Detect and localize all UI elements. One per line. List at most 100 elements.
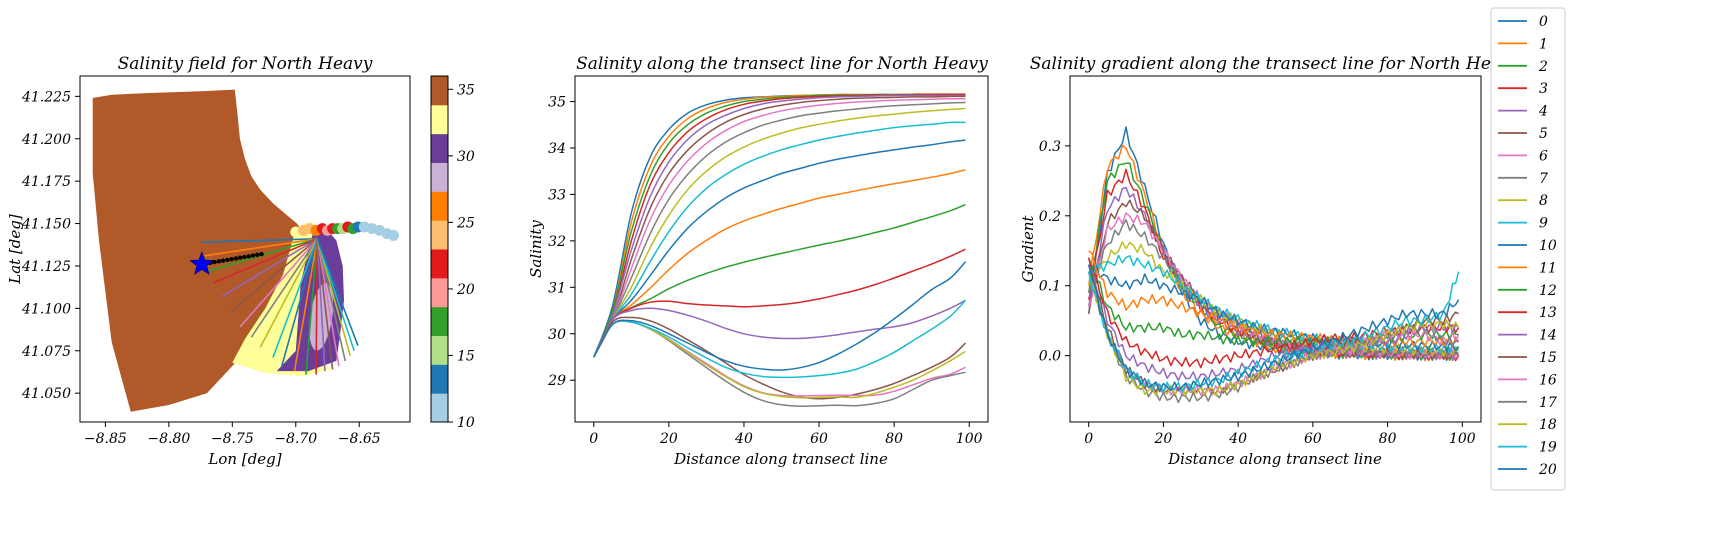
transect-line-11	[293, 238, 319, 372]
x-tick-label: 40	[1228, 431, 1247, 447]
panel2-title: Salinity along the transect line for Nor…	[576, 54, 988, 74]
y-tick-label: 41.050	[21, 386, 71, 402]
sample-point	[237, 255, 243, 260]
x-tick-label: −8.70	[274, 431, 317, 447]
y-tick-label: 0.2	[1039, 209, 1061, 225]
legend-label-7: 7	[1539, 171, 1548, 187]
legend-label-3: 3	[1539, 81, 1548, 97]
transect-line-5	[230, 238, 318, 313]
legend-label-9: 9	[1539, 216, 1548, 232]
y-tick-label: 33	[548, 187, 566, 203]
x-tick-label: 20	[659, 431, 678, 447]
colorbar-cell	[431, 393, 448, 423]
panel2-y-label: Salinity	[527, 220, 545, 278]
legend-label-10: 10	[1539, 238, 1557, 254]
colorbar-cell	[431, 104, 448, 135]
x-tick-label: 0	[589, 431, 598, 447]
transect-line-18	[316, 238, 352, 357]
series-line-12	[593, 203, 966, 358]
x-tick-label: 20	[1153, 431, 1172, 447]
y-tick-label: 41.150	[21, 217, 71, 233]
legend-label-16: 16	[1539, 372, 1557, 388]
y-tick-label: 41.225	[21, 89, 71, 105]
series-line-8	[593, 107, 966, 358]
transect-line-1	[204, 238, 318, 257]
colorbar-cell	[431, 191, 448, 221]
panel-salinity-field: Salinity field for North Heavy −8.85 −8.8…	[6, 54, 411, 468]
y-tick-label: 30	[548, 327, 566, 343]
series-line-7	[593, 101, 966, 358]
transect-line-9	[272, 238, 319, 358]
series-line-19	[593, 299, 967, 379]
y-tick-label: 0.1	[1039, 279, 1061, 295]
colorbar-tick-label: 15	[457, 348, 475, 364]
panel3-x-ticks: 0 20 40 60 80 100	[1084, 422, 1476, 447]
colorbar-tick-label: 20	[456, 282, 475, 298]
sample-point	[225, 257, 230, 263]
panel1-title: Salinity field for North Heavy	[118, 54, 373, 74]
transect-line-15	[316, 238, 334, 370]
start-star-marker	[189, 251, 215, 275]
panel1-frame	[79, 75, 411, 423]
series-line-17	[593, 320, 966, 407]
sample-point	[242, 254, 247, 260]
sample-point	[216, 259, 222, 264]
x-tick-label: 40	[734, 431, 753, 447]
legend-label-19: 19	[1539, 440, 1557, 456]
legend-label-2: 2	[1538, 59, 1548, 75]
legend-label-14: 14	[1539, 328, 1557, 344]
sample-point	[246, 254, 251, 259]
colorbar-tick-label: 30	[457, 149, 475, 165]
transect-line-17	[316, 238, 347, 362]
colorbar-ticks: 10 15 20 25 30 35	[448, 82, 475, 431]
series-line-15	[593, 316, 967, 400]
legend-label-5: 5	[1539, 126, 1548, 142]
colorbar-cell	[431, 76, 448, 106]
transect-line-19	[316, 238, 355, 352]
series-line-6	[593, 98, 966, 358]
y-tick-label: 41.125	[21, 259, 71, 275]
legend-label-18: 18	[1539, 417, 1557, 433]
legend-label-0: 0	[1539, 14, 1548, 30]
colorbar-tick-label: 35	[457, 82, 475, 98]
legend-label-20: 20	[1538, 462, 1557, 478]
sample-point	[233, 256, 239, 261]
x-tick-label: 60	[1304, 431, 1322, 447]
x-tick-label: −8.65	[338, 431, 381, 447]
start-marker-layer	[189, 251, 215, 275]
series-line-13	[593, 248, 966, 358]
legend-label-12: 12	[1539, 283, 1557, 299]
x-tick-label: −8.85	[84, 431, 127, 447]
legend-label-17: 17	[1539, 395, 1557, 411]
panel3-y-label: Gradient	[1019, 214, 1037, 282]
field-blob	[388, 229, 399, 241]
x-tick-label: 100	[1449, 431, 1476, 447]
x-tick-label: 80	[1379, 431, 1397, 447]
legend-frame	[1490, 7, 1566, 491]
y-tick-label: 34	[548, 141, 566, 157]
panel-salinity-gradient: Salinity gradient along the transect lin…	[1019, 54, 1521, 468]
sample-point	[212, 259, 217, 265]
transect-line-8	[259, 238, 319, 348]
y-tick-label: 29	[547, 373, 566, 389]
colorbar-cell	[431, 306, 448, 336]
series-line-20	[593, 261, 967, 371]
panel1-y-ticks: 41.050 41.075 41.100 41.125 41.150 41.175 41.2…	[21, 89, 80, 402]
y-tick-label: 41.100	[21, 301, 71, 317]
series-line-11	[593, 169, 966, 358]
legend-label-13: 13	[1539, 305, 1557, 321]
series-line-20	[1087, 264, 1460, 393]
transect-lines	[199, 238, 359, 375]
salinity-field-map	[92, 89, 399, 412]
sample-point	[220, 258, 226, 263]
series-line-14	[1088, 264, 1460, 383]
panel2-x-label: Distance along transect line	[673, 450, 888, 468]
panel2-x-ticks: 0 20 40 60 80 100	[589, 422, 983, 447]
y-tick-label: 41.075	[21, 344, 71, 360]
colorbar-cell	[431, 162, 448, 192]
panel3-series-lines	[1087, 126, 1460, 404]
x-tick-label: −8.80	[147, 431, 190, 447]
